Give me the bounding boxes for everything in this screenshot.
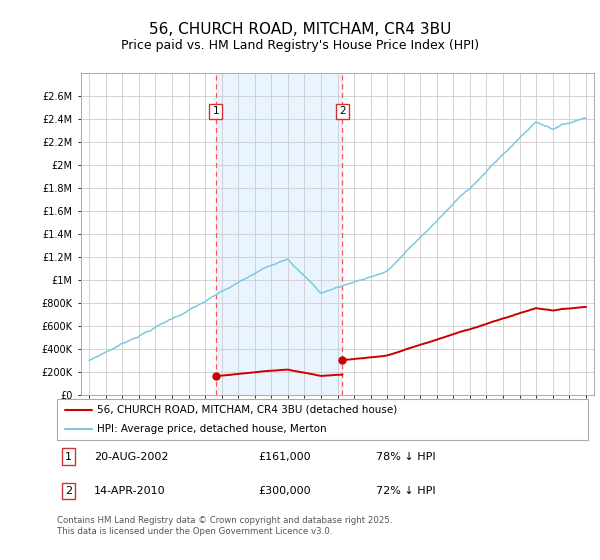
Text: 1: 1 [212, 106, 219, 116]
Text: 56, CHURCH ROAD, MITCHAM, CR4 3BU (detached house): 56, CHURCH ROAD, MITCHAM, CR4 3BU (detac… [97, 405, 397, 415]
Bar [216, 73, 342, 395]
Text: 14-APR-2010: 14-APR-2010 [94, 486, 166, 496]
Text: 2: 2 [339, 106, 346, 116]
Text: 72% ↓ HPI: 72% ↓ HPI [376, 486, 435, 496]
Text: 56, CHURCH ROAD, MITCHAM, CR4 3BU: 56, CHURCH ROAD, MITCHAM, CR4 3BU [149, 22, 451, 38]
FancyBboxPatch shape [57, 399, 588, 440]
Text: Contains HM Land Registry data © Crown copyright and database right 2025.
This d: Contains HM Land Registry data © Crown c… [57, 516, 392, 536]
Text: £300,000: £300,000 [259, 486, 311, 496]
Text: Price paid vs. HM Land Registry's House Price Index (HPI): Price paid vs. HM Land Registry's House … [121, 39, 479, 52]
Text: 20-AUG-2002: 20-AUG-2002 [94, 451, 169, 461]
Text: HPI: Average price, detached house, Merton: HPI: Average price, detached house, Mert… [97, 424, 326, 434]
Text: £161,000: £161,000 [259, 451, 311, 461]
Text: 1: 1 [65, 451, 72, 461]
Text: 78% ↓ HPI: 78% ↓ HPI [376, 451, 435, 461]
Text: 2: 2 [65, 486, 72, 496]
